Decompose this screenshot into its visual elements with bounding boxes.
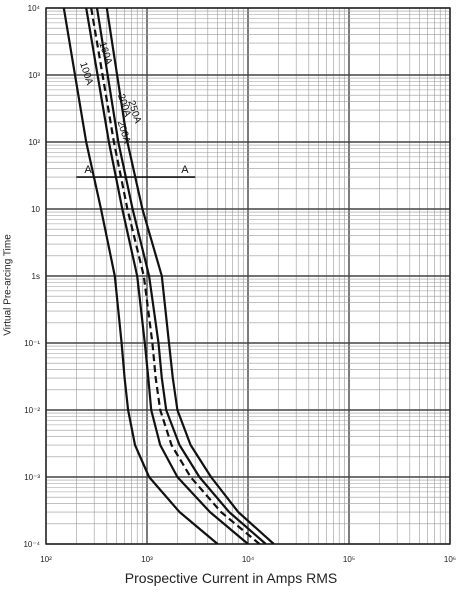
chart-grid (45, 7, 451, 545)
curve-160a-1 (85, 8, 249, 544)
x-tick-labels: 10² 10³ 10⁴ 10⁵ 10⁶ (40, 555, 456, 564)
y-axis-label: Virtual Pre-arcing Time (2, 234, 14, 336)
x-axis-label: Prospective Current in Amps RMS (124, 570, 338, 586)
curve-200a-2 (95, 8, 267, 544)
y-tick-label: 1s (32, 272, 40, 281)
x-tick-label: 10² (40, 555, 52, 564)
x-tick-label: 10⁴ (242, 555, 255, 564)
y-tick-label: 10⁻³ (24, 473, 40, 482)
y-tick-label: 10³ (28, 71, 40, 80)
curve-100a-0 (62, 8, 219, 544)
y-tick-label: 10 (31, 205, 40, 214)
y-tick-label: 10² (28, 138, 40, 147)
y-tick-label: 10⁻² (24, 406, 40, 415)
annotation-label-right: A (181, 164, 189, 176)
y-tick-labels: 10⁴ 10³ 10² 10 1s 10⁻¹ 10⁻² 10⁻³ 10⁻⁴ (23, 4, 40, 549)
annotation-label-left: A (84, 164, 92, 176)
y-tick-label: 10⁻¹ (24, 339, 40, 348)
y-tick-label: 10⁴ (28, 4, 41, 13)
curve-250a-3 (105, 8, 275, 544)
curve-200a-4 (90, 8, 261, 544)
x-tick-label: 10³ (141, 555, 153, 564)
x-tick-label: 10⁵ (343, 555, 355, 564)
x-tick-label: 10⁶ (444, 555, 456, 564)
curve-label: 100A (77, 61, 95, 87)
y-tick-label: 10⁻⁴ (23, 540, 40, 549)
